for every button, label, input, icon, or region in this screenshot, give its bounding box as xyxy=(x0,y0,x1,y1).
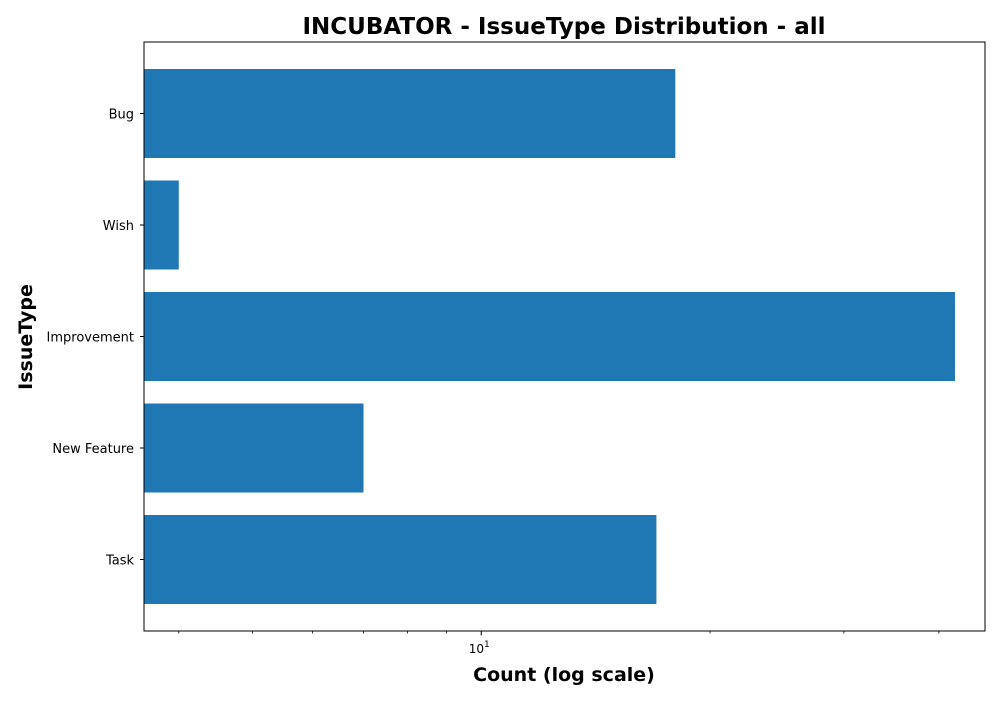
x-tick-label: 101 xyxy=(469,640,490,656)
bar-improvement xyxy=(144,292,955,381)
y-axis-label: IssueType xyxy=(15,284,37,390)
y-tick-label: Task xyxy=(105,554,135,569)
y-tick-label: New Feature xyxy=(52,442,134,457)
bars-group xyxy=(144,69,955,604)
x-axis-ticks: 101 xyxy=(178,631,940,656)
chart-title: INCUBATOR - IssueType Distribution - all xyxy=(303,14,826,40)
y-tick-label: Bug xyxy=(109,108,134,123)
x-axis-label: Count (log scale) xyxy=(473,664,655,686)
y-axis-ticks: Bug Wish Improvement New Feature Task xyxy=(47,108,144,569)
plot-frame xyxy=(143,41,986,632)
y-tick-label: Improvement xyxy=(47,331,134,346)
y-tick-label: Wish xyxy=(103,219,134,234)
bar-wish xyxy=(144,180,179,270)
bar-new-feature xyxy=(144,403,364,493)
bar-bug xyxy=(144,69,676,158)
bar-task xyxy=(144,515,657,604)
